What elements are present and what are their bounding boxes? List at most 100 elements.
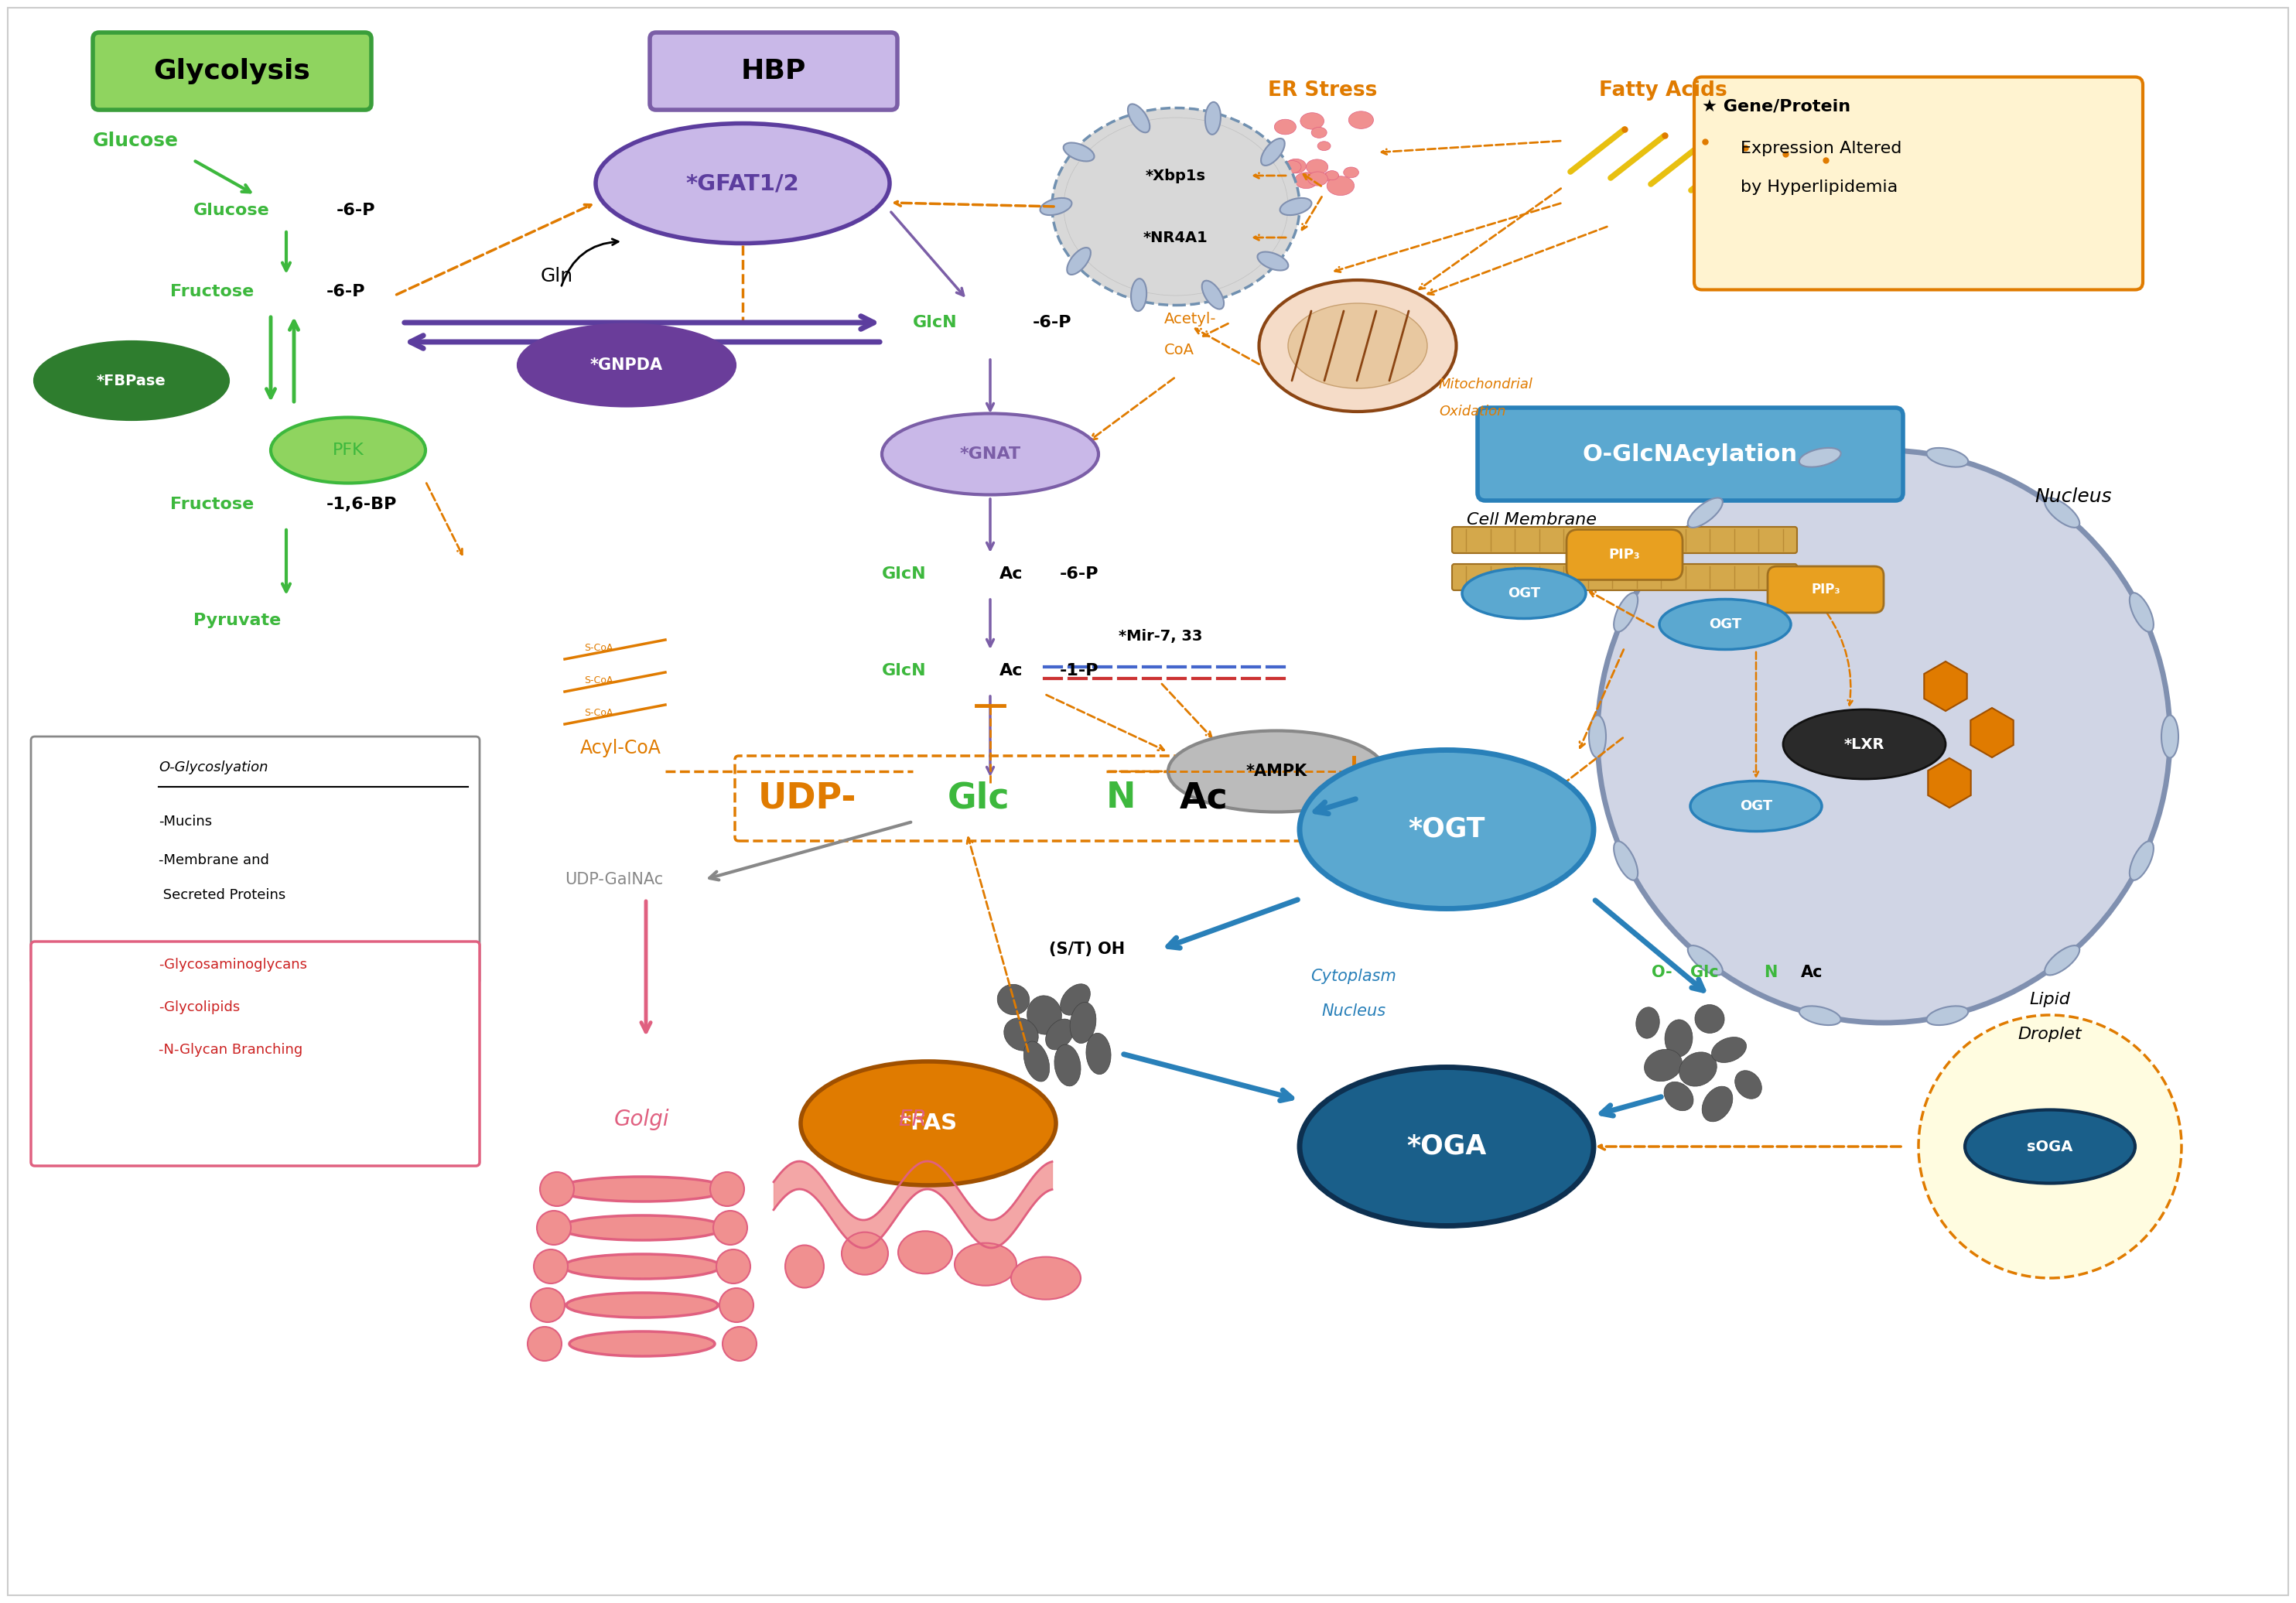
Ellipse shape bbox=[519, 324, 735, 406]
Ellipse shape bbox=[1463, 567, 1587, 619]
Text: Mitochondrial: Mitochondrial bbox=[1440, 378, 1534, 391]
Ellipse shape bbox=[567, 1292, 719, 1318]
Text: -6-P: -6-P bbox=[326, 284, 365, 300]
Ellipse shape bbox=[1279, 199, 1311, 215]
Text: N: N bbox=[1107, 781, 1137, 816]
FancyBboxPatch shape bbox=[1566, 529, 1683, 580]
Ellipse shape bbox=[1258, 252, 1288, 271]
Text: Ac: Ac bbox=[999, 566, 1024, 582]
Circle shape bbox=[716, 1249, 751, 1284]
Ellipse shape bbox=[1660, 600, 1791, 649]
Ellipse shape bbox=[1127, 104, 1150, 133]
Text: Acyl-CoA: Acyl-CoA bbox=[581, 739, 661, 757]
Text: Nucleus: Nucleus bbox=[1322, 1003, 1387, 1020]
Ellipse shape bbox=[1258, 281, 1456, 412]
Ellipse shape bbox=[1132, 279, 1146, 311]
Ellipse shape bbox=[1711, 1037, 1747, 1063]
Text: GlcN: GlcN bbox=[914, 314, 957, 330]
Ellipse shape bbox=[1637, 1007, 1660, 1039]
Ellipse shape bbox=[1589, 715, 1605, 758]
Text: *OGA: *OGA bbox=[1407, 1133, 1486, 1159]
Text: -Glycosaminoglycans: -Glycosaminoglycans bbox=[158, 957, 308, 971]
Ellipse shape bbox=[2161, 715, 2179, 758]
Ellipse shape bbox=[843, 1233, 889, 1274]
Text: Secreted Proteins: Secreted Proteins bbox=[158, 888, 285, 902]
Text: *NR4A1: *NR4A1 bbox=[1143, 231, 1208, 245]
Text: Oxidation: Oxidation bbox=[1440, 404, 1506, 418]
Text: Fructose: Fructose bbox=[170, 284, 255, 300]
Circle shape bbox=[528, 1327, 563, 1361]
FancyBboxPatch shape bbox=[1479, 407, 1903, 500]
Ellipse shape bbox=[1325, 172, 1339, 181]
Ellipse shape bbox=[1068, 247, 1091, 274]
Text: ER Stress: ER Stress bbox=[1267, 80, 1378, 101]
FancyBboxPatch shape bbox=[30, 736, 480, 984]
Ellipse shape bbox=[569, 1332, 714, 1356]
Ellipse shape bbox=[560, 1215, 723, 1241]
Text: GlcN: GlcN bbox=[882, 664, 928, 678]
Text: by Hyperlipidemia: by Hyperlipidemia bbox=[1740, 180, 1899, 196]
Ellipse shape bbox=[271, 417, 425, 483]
Text: O-: O- bbox=[1651, 965, 1671, 979]
Ellipse shape bbox=[1283, 160, 1302, 173]
Ellipse shape bbox=[1736, 1071, 1761, 1098]
Ellipse shape bbox=[1306, 159, 1327, 175]
Ellipse shape bbox=[595, 123, 889, 244]
Circle shape bbox=[533, 1249, 567, 1284]
Ellipse shape bbox=[1201, 281, 1224, 309]
Ellipse shape bbox=[1063, 117, 1288, 295]
Ellipse shape bbox=[1040, 199, 1072, 215]
Text: ER: ER bbox=[898, 1109, 928, 1130]
Ellipse shape bbox=[1644, 1050, 1683, 1082]
Ellipse shape bbox=[1688, 499, 1722, 527]
Ellipse shape bbox=[1261, 138, 1286, 165]
FancyBboxPatch shape bbox=[30, 941, 480, 1165]
Ellipse shape bbox=[1665, 1082, 1694, 1111]
Text: -N-Glycan Branching: -N-Glycan Branching bbox=[158, 1044, 303, 1056]
Ellipse shape bbox=[2131, 593, 2154, 632]
Text: -Glycolipids: -Glycolipids bbox=[158, 1000, 241, 1015]
Text: -1,6-BP: -1,6-BP bbox=[326, 497, 397, 511]
Text: Pyruvate: Pyruvate bbox=[193, 612, 280, 628]
Ellipse shape bbox=[1800, 447, 1841, 466]
Text: *GFAT1/2: *GFAT1/2 bbox=[687, 173, 799, 194]
Text: S-CoA: S-CoA bbox=[583, 707, 613, 718]
Ellipse shape bbox=[1061, 984, 1091, 1015]
Text: Acetyl-: Acetyl- bbox=[1164, 311, 1217, 325]
Circle shape bbox=[709, 1172, 744, 1205]
Text: (S/T) OH: (S/T) OH bbox=[1049, 941, 1125, 957]
Ellipse shape bbox=[34, 341, 227, 420]
Ellipse shape bbox=[1614, 593, 1637, 632]
Ellipse shape bbox=[1325, 170, 1339, 180]
Text: OGT: OGT bbox=[1708, 617, 1740, 632]
Ellipse shape bbox=[1024, 1042, 1049, 1082]
Ellipse shape bbox=[1026, 995, 1061, 1034]
FancyBboxPatch shape bbox=[1768, 566, 1883, 612]
Text: Glc: Glc bbox=[948, 781, 1010, 816]
Ellipse shape bbox=[1300, 1068, 1593, 1226]
Text: HBP: HBP bbox=[742, 58, 806, 85]
Text: PFK: PFK bbox=[333, 442, 363, 458]
Text: *GNAT: *GNAT bbox=[960, 446, 1022, 462]
Text: OGT: OGT bbox=[1740, 800, 1773, 813]
Text: -Mucins: -Mucins bbox=[158, 814, 211, 829]
Text: *FBPase: *FBPase bbox=[96, 373, 165, 388]
Ellipse shape bbox=[1348, 111, 1373, 128]
Ellipse shape bbox=[558, 1177, 728, 1202]
Ellipse shape bbox=[1701, 1087, 1733, 1122]
Ellipse shape bbox=[1003, 1018, 1038, 1052]
Text: Cell Membrane: Cell Membrane bbox=[1467, 511, 1596, 527]
Text: *Xbp1s: *Xbp1s bbox=[1146, 168, 1205, 183]
Text: N: N bbox=[1763, 965, 1777, 979]
Ellipse shape bbox=[1665, 1020, 1692, 1056]
Ellipse shape bbox=[2046, 946, 2080, 975]
FancyBboxPatch shape bbox=[1694, 77, 2142, 290]
Text: -6-P: -6-P bbox=[1033, 314, 1072, 330]
Ellipse shape bbox=[1054, 1045, 1081, 1087]
Ellipse shape bbox=[1965, 1109, 2135, 1183]
Text: Fatty Acids: Fatty Acids bbox=[1598, 80, 1727, 101]
Ellipse shape bbox=[1678, 1052, 1717, 1087]
Ellipse shape bbox=[1343, 167, 1359, 178]
Ellipse shape bbox=[563, 1254, 721, 1279]
Ellipse shape bbox=[801, 1061, 1056, 1185]
